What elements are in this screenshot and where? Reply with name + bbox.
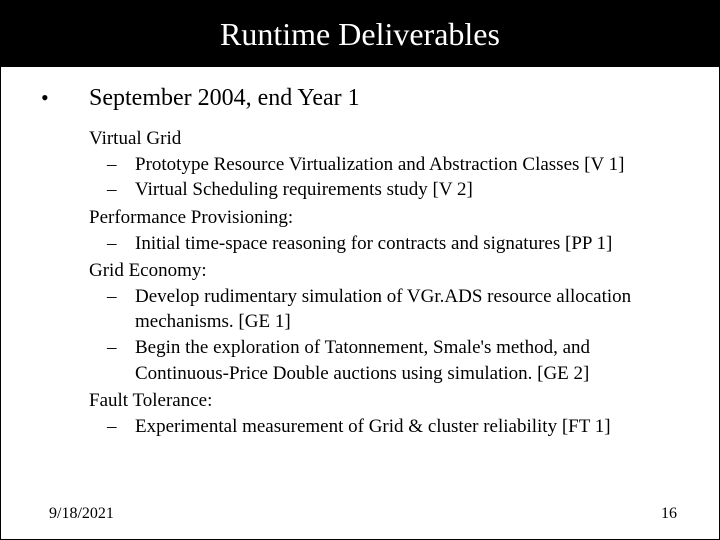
title-bar: Runtime Deliverables <box>1 1 719 67</box>
dash-marker: – <box>89 177 135 203</box>
sub-item-text: Initial time-space reasoning for contrac… <box>135 231 679 257</box>
sub-item-row: –Prototype Resource Virtualization and A… <box>89 152 679 178</box>
sub-item-text: Begin the exploration of Tatonnement, Sm… <box>135 335 679 386</box>
dash-marker: – <box>89 414 135 440</box>
sub-item-text: Prototype Resource Virtualization and Ab… <box>135 152 679 178</box>
dash-marker: – <box>89 284 135 310</box>
group-label: Grid Economy: <box>89 258 679 284</box>
footer: 9/18/2021 16 <box>1 505 719 523</box>
group-label: Fault Tolerance: <box>89 388 679 414</box>
footer-date: 9/18/2021 <box>49 505 114 523</box>
slide-title: Runtime Deliverables <box>220 16 500 53</box>
sub-item-text: Experimental measurement of Grid & clust… <box>135 414 679 440</box>
sub-item-row: –Virtual Scheduling requirements study [… <box>89 177 679 203</box>
group-label: Performance Provisioning: <box>89 205 679 231</box>
group-label: Virtual Grid <box>89 126 679 152</box>
footer-page-number: 16 <box>661 505 677 523</box>
top-bullet-row: • September 2004, end Year 1 <box>41 85 679 112</box>
sub-item-row: –Initial time-space reasoning for contra… <box>89 231 679 257</box>
dash-marker: – <box>89 231 135 257</box>
sub-item-text: Develop rudimentary simulation of VGr.AD… <box>135 284 679 335</box>
sub-item-row: –Develop rudimentary simulation of VGr.A… <box>89 284 679 335</box>
dash-marker: – <box>89 335 135 361</box>
sub-item-row: –Begin the exploration of Tatonnement, S… <box>89 335 679 386</box>
body-block: Virtual Grid–Prototype Resource Virtuali… <box>89 126 679 440</box>
dash-marker: – <box>89 152 135 178</box>
section-heading: September 2004, end Year 1 <box>89 85 360 112</box>
sub-item-text: Virtual Scheduling requirements study [V… <box>135 177 679 203</box>
content-area: • September 2004, end Year 1 Virtual Gri… <box>1 67 719 440</box>
sub-item-row: –Experimental measurement of Grid & clus… <box>89 414 679 440</box>
bullet-marker: • <box>41 85 89 111</box>
